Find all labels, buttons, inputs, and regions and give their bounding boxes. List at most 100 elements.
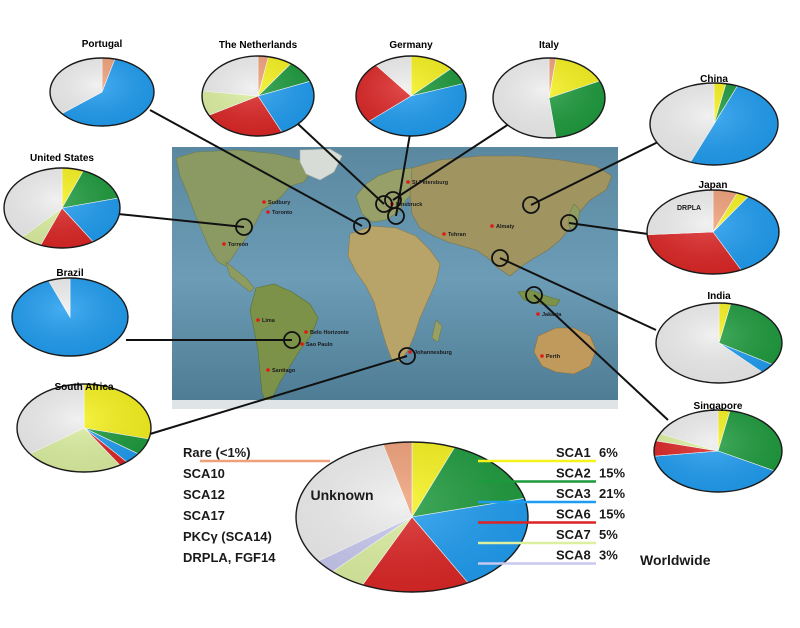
city-dot-st-petersburg [406, 180, 410, 184]
pie-italy-rim [492, 57, 606, 139]
city-dot-belo-horizonte [304, 330, 308, 334]
connector-united-states [117, 213, 245, 228]
label-japan: Japan [699, 180, 728, 191]
pie-brazil-rim [11, 277, 129, 357]
legend-left-sca17: SCA17 [183, 508, 225, 523]
city-label-johannesburg: Johannesburg [414, 350, 452, 356]
legend-pct-sca7: 5% [599, 527, 618, 542]
pie-italy [492, 57, 606, 139]
legend-left-drpla-fgf14: DRPLA, FGF14 [183, 550, 276, 565]
marker-singapore [525, 286, 543, 304]
pie-china-rim [649, 82, 779, 166]
pie-germany [355, 55, 467, 137]
legend-name-sca8: SCA8 [556, 548, 591, 563]
legend-left-sca10: SCA10 [183, 466, 225, 481]
city-dot-lima [256, 318, 260, 322]
label-germany: Germany [389, 40, 433, 51]
city-label-sudbury: Sudbury [268, 200, 291, 206]
pie-united-states [3, 167, 121, 249]
legend: SCA1 6% SCA2 15% SCA3 21% SCA6 15% SCA7 5% SCA8 3% R… [183, 445, 625, 565]
worldwide-title: Worldwide [640, 552, 711, 568]
connector-lines [117, 109, 669, 435]
marker-portugal [353, 217, 371, 235]
marker-china [522, 196, 540, 214]
city-dot-toronto [266, 210, 270, 214]
pie-china [649, 82, 779, 166]
pie-the-netherlands-rim [201, 55, 315, 137]
city-dot-johannesburg [408, 350, 412, 354]
connector-the-netherlands [297, 123, 385, 205]
label-south-africa: South Africa [54, 382, 114, 393]
legend-pct-sca2: 15% [599, 466, 625, 481]
pie-portugal [49, 57, 155, 127]
pie-germany-rim [355, 55, 467, 137]
city-dot-tehran [442, 232, 446, 236]
city-dot-santiago [266, 368, 270, 372]
legend-pct-sca1: 6% [599, 445, 618, 460]
pie-singapore [653, 409, 783, 493]
marker-japan [560, 214, 578, 232]
central-america-landmass [225, 261, 255, 293]
connector-china [530, 139, 663, 206]
city-dot-jakarta [536, 312, 540, 316]
pie-brazil [11, 277, 129, 357]
marker-india [491, 249, 509, 267]
city-dot-torre-n [222, 242, 226, 246]
connector-japan [568, 222, 649, 235]
city-label-belo-horizonte: Belo Horizonte [310, 330, 349, 336]
africa-landmass [347, 225, 441, 363]
greenland-landmass [299, 148, 343, 181]
connector-portugal [149, 109, 363, 227]
city-label-almaty: Almaty [496, 224, 515, 230]
world-map [172, 147, 618, 409]
madagascar-landmass [431, 319, 443, 343]
city-label-tehran: Tehran [448, 232, 467, 238]
connector-germany [395, 133, 411, 217]
city-dot-sao-paulo [300, 342, 304, 346]
pie-united-states-rim [3, 167, 121, 249]
marker-south-africa [398, 347, 416, 365]
pie-japan-rim [646, 189, 780, 275]
pie-south-africa [16, 383, 152, 473]
connector-italy [392, 121, 513, 201]
label-the-netherlands: The Netherlands [219, 40, 298, 51]
legend-pct-sca3: 21% [599, 486, 625, 501]
annotation-japan: DRPLA [677, 205, 701, 212]
pie-south-africa-rim [16, 383, 152, 473]
label-singapore: Singapore [694, 401, 743, 412]
legend-left-rare-1: Rare (<1%) [183, 445, 251, 460]
antarctica-edge [172, 400, 618, 409]
worldwide-unknown-label: Unknown [311, 487, 374, 503]
legend-name-sca6: SCA6 [556, 507, 591, 522]
pie-india-rim [655, 302, 783, 384]
indonesia-landmass [517, 289, 561, 307]
city-label-toronto: Toronto [272, 210, 293, 216]
label-united-states: United States [30, 153, 94, 164]
worldwide-rim [295, 441, 529, 593]
city-label-jakarta: Jakarta [542, 312, 562, 318]
pie-singapore-rim [653, 409, 783, 493]
connector-india [499, 257, 657, 331]
city-dot-sudbury [262, 200, 266, 204]
label-china: China [700, 74, 728, 85]
city-label-innsbruck: Innsbruck [396, 202, 423, 208]
city-label-sao-paulo: Sao Paulo [306, 342, 333, 348]
legend-name-sca1: SCA1 [556, 445, 591, 460]
label-italy: Italy [539, 40, 559, 51]
south-america-landmass [249, 283, 319, 405]
city-dot-perth [540, 354, 544, 358]
legend-pct-sca8: 3% [599, 548, 618, 563]
connector-singapore [533, 294, 669, 421]
legend-name-sca3: SCA3 [556, 486, 591, 501]
label-brazil: Brazil [56, 268, 83, 279]
city-label-torre-n: Torreón [228, 242, 249, 248]
marker-italy [384, 191, 402, 209]
marker-the-netherlands [375, 195, 393, 213]
city-label-santiago: Santiago [272, 368, 296, 374]
marker-united-states [235, 218, 253, 236]
city-label-perth: Perth [546, 354, 561, 360]
pie-india [655, 302, 783, 384]
legend-name-sca7: SCA7 [556, 527, 591, 542]
country-pies: Portugal The Netherlands Germany Italy China… [3, 39, 783, 493]
